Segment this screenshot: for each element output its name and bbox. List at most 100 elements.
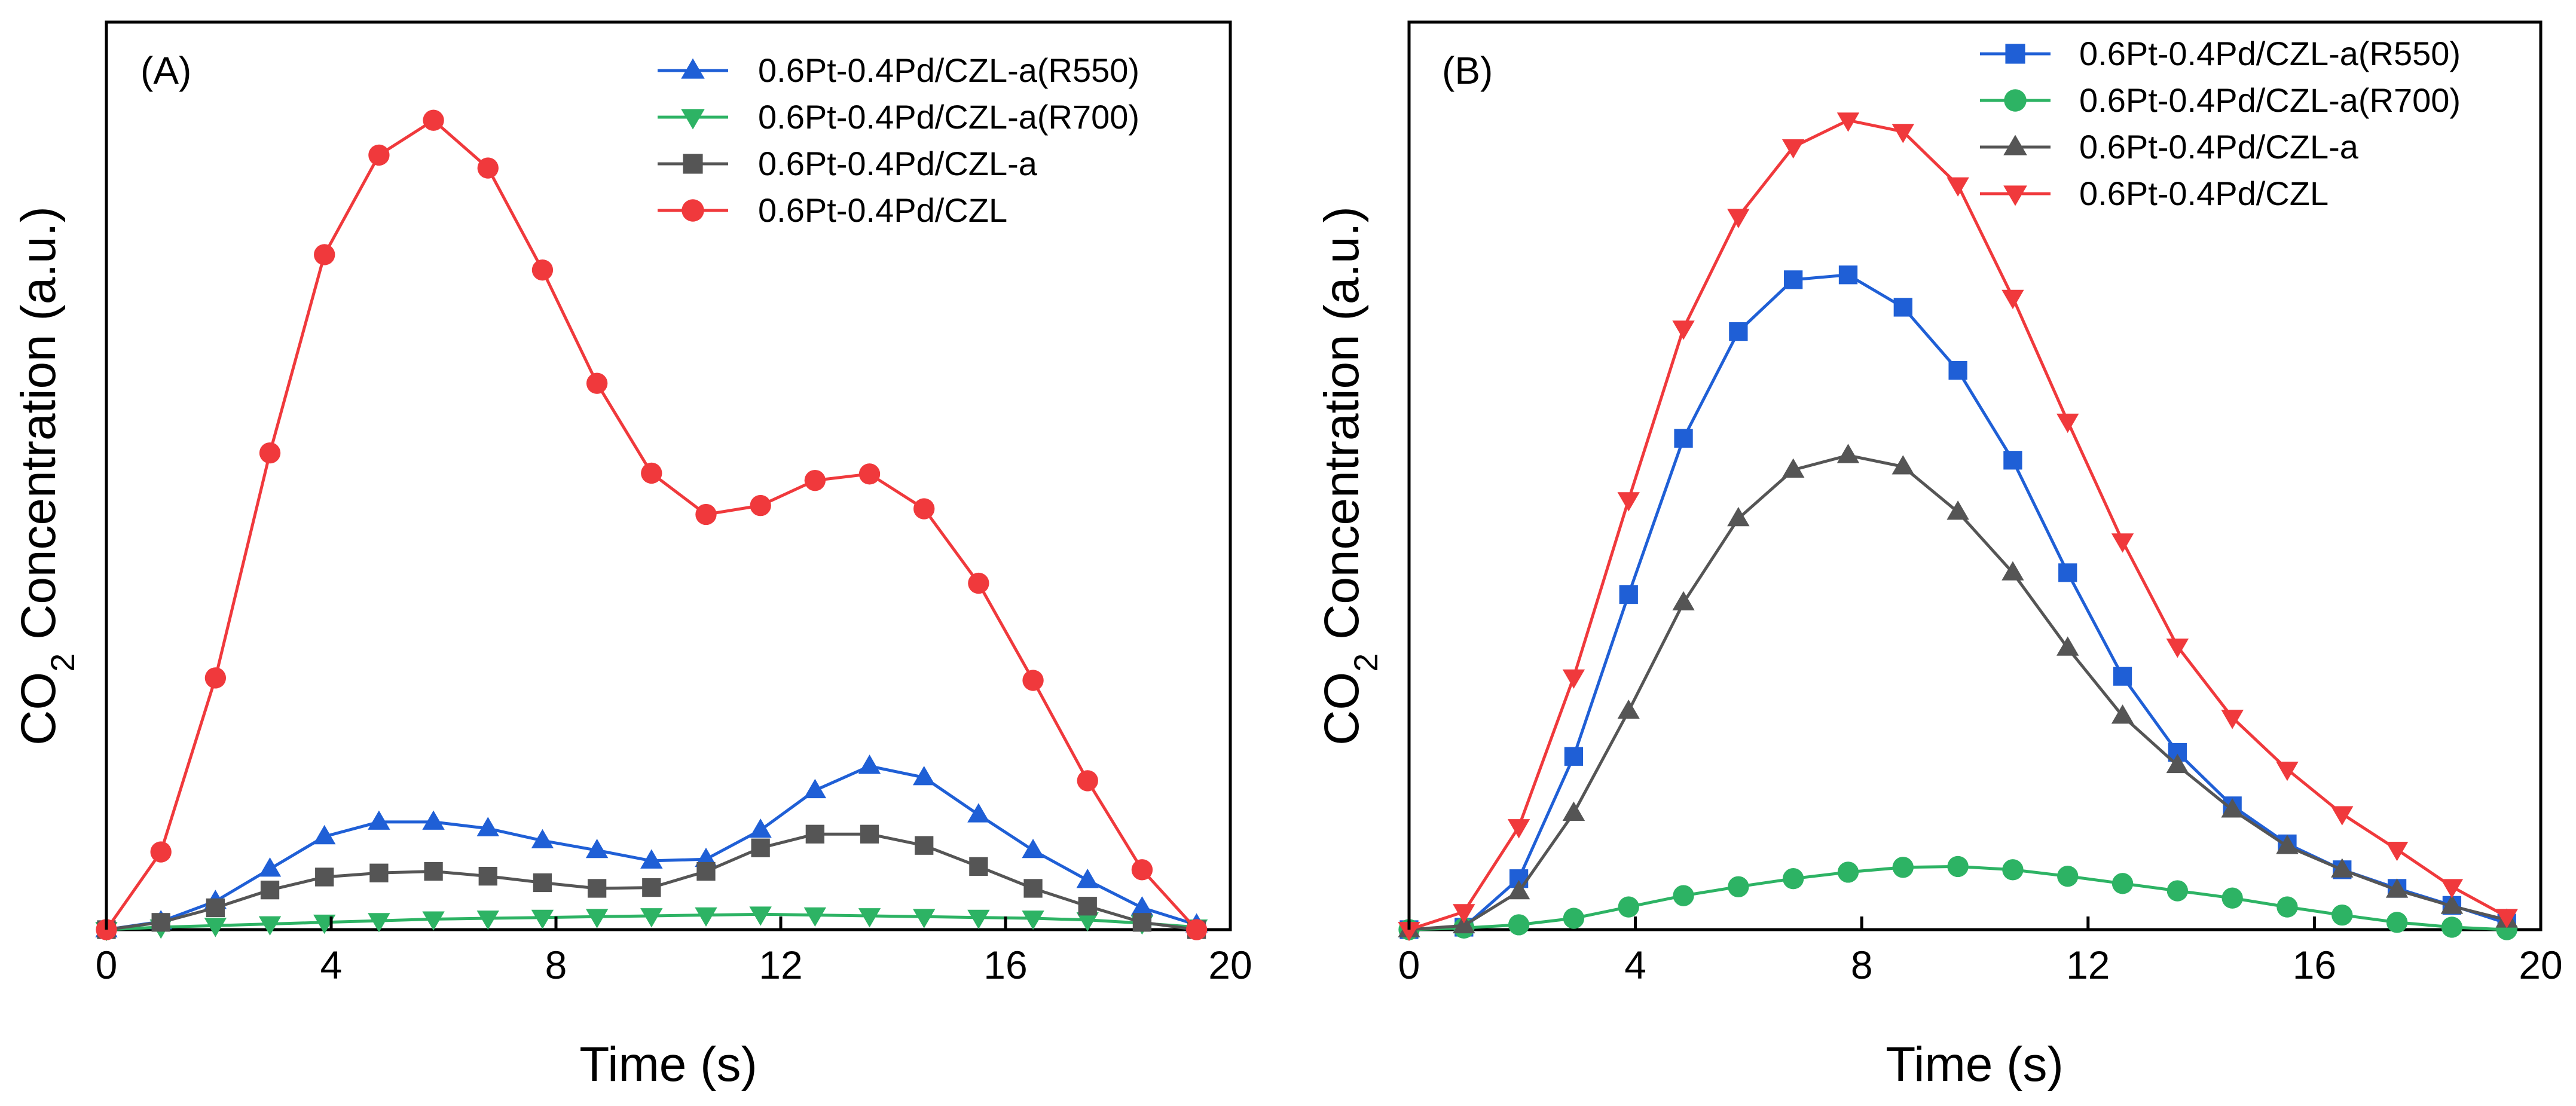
- panel-a-series-2-point-16: [969, 857, 988, 876]
- panel-a-series-3: [96, 109, 1208, 940]
- panel-b-series-2-point-13: [2111, 704, 2134, 724]
- panel-b-legend-entry-2: 0.6Pt-0.4Pd/CZL-a: [1980, 128, 2359, 166]
- panel-b-x-tick-label-3: 12: [2066, 943, 2110, 987]
- panel-a-series-2-point-10: [642, 878, 661, 897]
- panel-b-series-2-point-6: [1727, 506, 1750, 527]
- panel-a-series-2-point-18: [1078, 897, 1097, 916]
- panel-b-series-2-point-15: [2221, 798, 2244, 818]
- panel-b-series-2-point-19: [2440, 894, 2464, 914]
- panel-a-series-0-point-18: [1076, 869, 1099, 888]
- panel-a-series-0-point-17: [1022, 838, 1044, 858]
- panel-b-series-2-point-4: [1617, 699, 1640, 719]
- panel-a: (A) 0 4 8 12 16 20 0.6Pt-0.4Pd/CZL-a(R550)0.6…: [11, 20, 1252, 1092]
- panel-b-x-tick-label-4: 16: [2293, 943, 2336, 987]
- panel-a-series-3-point-2: [204, 667, 227, 689]
- panel-b-label: (B): [1442, 49, 1493, 92]
- panel-b-legend-marker-0: [2005, 44, 2025, 64]
- panel-a-series-3-point-5: [368, 144, 390, 166]
- panel-a-series-0-point-14: [858, 754, 881, 774]
- panel-b-series-3-point-5: [1672, 320, 1695, 340]
- panel-a-series-0-point-5: [368, 810, 390, 830]
- panel-b-series-layer: [1398, 112, 2518, 942]
- panel-a-series-3-point-6: [423, 109, 444, 131]
- panel-b-series-3-point-1: [1453, 904, 1475, 924]
- panel-a-series-1-point-9: [585, 909, 609, 928]
- panel-b-series-0-point-10: [1948, 360, 1967, 380]
- panel-a-series-2-point-17: [1023, 879, 1043, 898]
- panel-b-series-1-point-2: [1508, 914, 1530, 936]
- panel-a-series-2-point-6: [424, 861, 443, 881]
- panel-a-series-1-point-13: [803, 907, 827, 927]
- panel-a-series-3-point-8: [531, 259, 554, 281]
- panel-a-series-0-point-7: [476, 817, 499, 836]
- panel-a-legend-label-0: 0.6Pt-0.4Pd/CZL-a(R550): [758, 51, 1139, 89]
- panel-a-x-tick-label-3: 12: [759, 943, 802, 987]
- panel-a-y-title-sub: 2: [44, 653, 81, 672]
- panel-a-series-1-point-11: [695, 907, 717, 927]
- panel-b-series-3: [1398, 112, 2518, 942]
- panel-b-x-tick-label-1: 4: [1624, 943, 1646, 987]
- panel-a-series-3-point-13: [804, 469, 826, 491]
- panel-a-series-0-point-6: [422, 810, 445, 830]
- panel-b-series-1-point-13: [2111, 873, 2134, 894]
- panel-b-series-2-point-9: [1891, 455, 1914, 475]
- panel-a-series-2-point-19: [1132, 913, 1152, 932]
- panel-b-series-2: [1398, 444, 2518, 937]
- panel-b-series-2-point-17: [2331, 858, 2354, 878]
- panel-a-series-0-point-10: [640, 849, 663, 869]
- panel-a-x-tick-label-0: 0: [96, 943, 118, 987]
- panel-b-series-1-point-14: [2166, 880, 2189, 902]
- panel-b-series-2-point-11: [2001, 561, 2024, 581]
- panel-a-series-1-point-15: [913, 909, 936, 928]
- panel-a-legend-marker-3: [682, 199, 704, 222]
- panel-a-series-3-point-14: [858, 463, 881, 485]
- panel-a-series-3-point-20: [1185, 919, 1208, 940]
- panel-a-series-2: [97, 824, 1206, 939]
- panel-a-legend-marker-1: [681, 109, 705, 130]
- panel-a-series-2-point-5: [369, 863, 389, 882]
- panel-a-series-3-point-10: [641, 462, 662, 484]
- panel-a-series-0-point-19: [1130, 896, 1154, 916]
- panel-b-y-title-rest: Concentration (a.u.): [1315, 206, 1369, 653]
- panel-b-series-1-point-18: [2386, 912, 2408, 933]
- panel-b-x-tick-label-5: 20: [2519, 943, 2562, 987]
- panel-a-series-3-point-7: [477, 157, 499, 179]
- panel-a-legend-marker-2: [683, 154, 703, 174]
- panel-a-series-1-point-16: [967, 909, 990, 930]
- panel-a-frame: [105, 20, 1232, 931]
- panel-b-series-3-point-13: [2111, 533, 2134, 553]
- panel-a-series-1-point-3: [258, 916, 282, 936]
- panel-a-series-3-point-1: [150, 841, 172, 863]
- panel-b-series-2-point-1: [1453, 913, 1475, 934]
- panel-a-legend-entry-0: 0.6Pt-0.4Pd/CZL-a(R550): [658, 51, 1139, 89]
- panel-b-legend-label-1: 0.6Pt-0.4Pd/CZL-a(R700): [2079, 81, 2461, 119]
- panel-a-series-0-point-12: [749, 818, 772, 838]
- panel-b-legend: 0.6Pt-0.4Pd/CZL-a(R550) 0.6Pt-0.4Pd/CZL-a…: [1980, 35, 2461, 212]
- panel-a-series-3-point-19: [1131, 859, 1153, 881]
- panel-a-x-tick-label-1: 4: [320, 943, 343, 987]
- panel-b-legend-marker-1: [2004, 89, 2027, 112]
- panel-b-series-0-point-13: [2113, 667, 2132, 686]
- panel-b-series-0-point-5: [1674, 429, 1693, 448]
- panel-b-series-3-point-14: [2166, 638, 2189, 658]
- panel-a-legend: 0.6Pt-0.4Pd/CZL-a(R550) 0.6Pt-0.4Pd/CZL-a…: [658, 51, 1139, 229]
- panel-b-legend-label-0: 0.6Pt-0.4Pd/CZL-a(R550): [2079, 35, 2461, 72]
- panel-b-series-2-point-3: [1562, 801, 1585, 821]
- panel-b-x-tick-label-0: 0: [1398, 943, 1420, 987]
- panel-b-series-1-point-6: [1728, 876, 1749, 897]
- panel-a-legend-label-1: 0.6Pt-0.4Pd/CZL-a(R700): [758, 98, 1139, 136]
- panel-a-series-0-point-9: [585, 838, 609, 858]
- panel-b-series-3-point-3: [1562, 669, 1585, 689]
- panel-b-legend-entry-1: 0.6Pt-0.4Pd/CZL-a(R700): [1980, 81, 2461, 119]
- panel-b-series-3-point-8: [1836, 112, 1860, 132]
- panel-b-series-1-point-10: [1947, 856, 1969, 878]
- panel-a-y-axis-title: CO2 Concentration (a.u.): [11, 206, 81, 746]
- panel-b-series-2-point-14: [2166, 753, 2189, 774]
- panel-a-series-1-point-7: [476, 911, 499, 930]
- panel-b-legend-marker-2: [2003, 135, 2027, 155]
- panel-b-series-1-point-15: [2221, 887, 2243, 909]
- panel-a-legend-entry-3: 0.6Pt-0.4Pd/CZL: [658, 191, 1007, 229]
- panel-a-series-3-point-3: [259, 442, 281, 464]
- panel-a-series-3-point-17: [1022, 670, 1044, 691]
- panel-b-series-2-point-18: [2385, 878, 2409, 898]
